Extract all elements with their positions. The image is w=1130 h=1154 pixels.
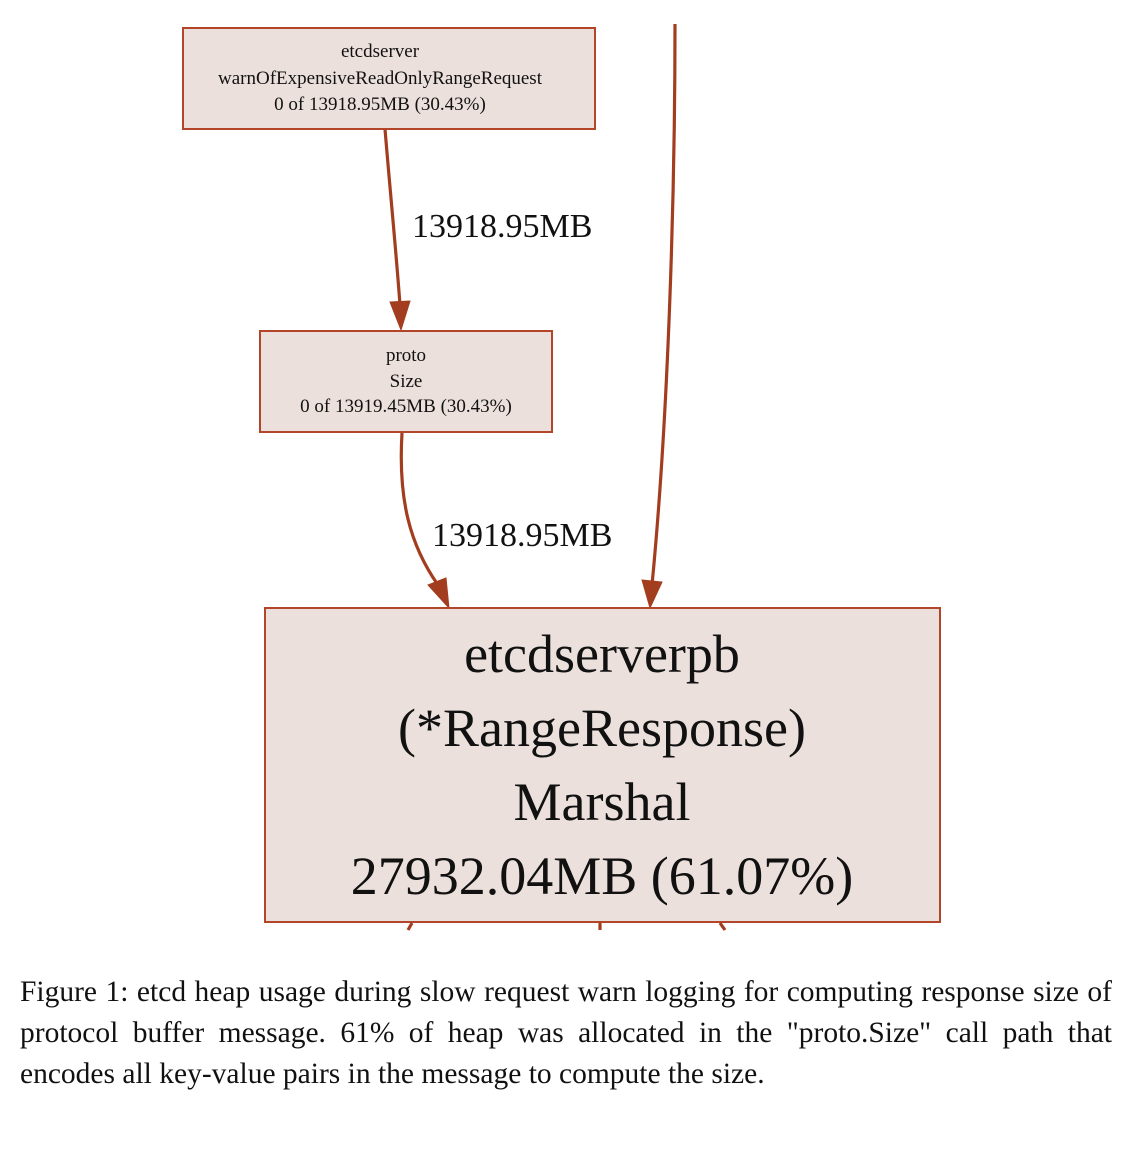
edge-incoming-to-marshal	[641, 23, 677, 610]
node-warn-function: warnOfExpensiveReadOnlyRangeRequest	[218, 68, 543, 89]
node-marshal-receiver: (*RangeResponse)	[398, 698, 806, 758]
node-warn-package: etcdserver	[341, 41, 420, 62]
edge-warn-to-proto: 13918.95MB	[383, 128, 592, 332]
edge-warn-to-proto-line	[383, 128, 402, 306]
node-marshal-usage: 27932.04MB (61.07%)	[351, 846, 853, 906]
edge-incoming-arrowhead	[641, 579, 663, 610]
node-warn-usage: 0 of 13918.95MB (30.43%)	[274, 94, 486, 115]
node-marshal-box	[264, 607, 941, 923]
edge-proto-to-marshal-arrowhead	[427, 577, 450, 610]
node-proto-box	[259, 330, 553, 433]
edge-outgoing-stub-right	[718, 922, 727, 931]
figure-caption: Figure 1: etcd heap usage during slow re…	[20, 976, 1112, 1090]
edge-incoming-line	[650, 23, 677, 586]
edge-outgoing-stub-left	[406, 922, 414, 931]
edge-proto-to-marshal: 13918.95MB	[399, 432, 612, 610]
edge-outgoing-stubs	[406, 922, 727, 931]
node-proto-function: Size	[390, 371, 423, 392]
node-marshal-function: Marshal	[514, 772, 691, 832]
node-range-response-marshal[interactable]: etcdserverpb (*RangeResponse) Marshal 27…	[264, 607, 941, 923]
node-marshal-package: etcdserverpb	[464, 624, 740, 684]
edge-warn-to-proto-label: 13918.95MB	[412, 208, 592, 245]
node-proto-usage: 0 of 13919.45MB (30.43%)	[300, 396, 512, 417]
call-graph: 13918.95MB 13918.95MB etcdserver warnOfE…	[182, 23, 941, 931]
node-proto-size[interactable]: proto Size 0 of 13919.45MB (30.43%)	[259, 330, 553, 433]
edge-proto-to-marshal-label: 13918.95MB	[432, 517, 612, 554]
edge-proto-to-marshal-line	[399, 432, 440, 586]
node-proto-package: proto	[386, 345, 426, 366]
node-warn-of-expensive-request[interactable]: etcdserver warnOfExpensiveReadOnlyRangeR…	[182, 27, 596, 130]
edge-warn-to-proto-arrowhead	[389, 300, 411, 332]
node-warn-box	[182, 27, 596, 130]
